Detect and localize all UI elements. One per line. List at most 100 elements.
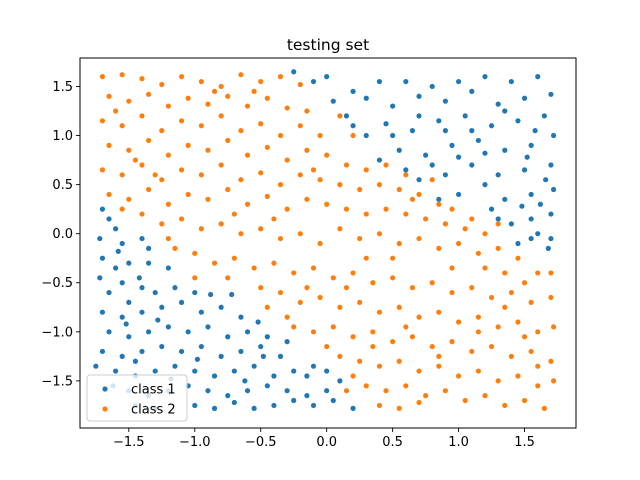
series-2-point [146,137,152,144]
series-2-point [469,216,475,222]
series-2-point [178,118,185,124]
series-1-point [255,319,261,325]
series-1-point [165,324,171,330]
series-1-point [99,309,106,315]
series-1-point [192,402,198,409]
series-1-point [423,152,429,158]
series-1-point [350,88,356,94]
series-1-point [126,334,132,340]
series-2-point [416,399,422,406]
series-2-point [238,177,244,183]
series-1-point [218,353,224,359]
series-2-point [159,221,165,227]
series-2-point [284,157,290,163]
series-2-point [192,250,198,256]
series-1-point [198,343,204,350]
series-2-point [396,240,402,247]
series-1-point [194,356,200,362]
x-tick-label: −1.5 [113,435,145,450]
series-2-point [99,74,106,80]
series-1-point [152,289,158,296]
series-1-point [132,358,138,364]
y-tick-label: −1.0 [41,325,73,340]
y-tick-label: 0.0 [52,227,73,242]
series-1-point [343,113,350,119]
series-1-point [330,98,336,104]
series-2-point [205,196,211,202]
series-1-point [264,334,270,340]
series-1-point [462,113,468,119]
series-2-point [244,103,251,109]
series-1-point [521,95,528,101]
series-1-point [178,348,185,355]
series-2-point [376,231,383,237]
legend-label: class 1 [131,383,176,398]
series-2-point [330,275,336,281]
series-2-point [390,275,396,281]
series-2-point [488,343,495,350]
series-2-point [126,196,132,202]
series-1-point [350,405,356,411]
series-2-point [258,226,264,232]
series-2-point [258,285,264,291]
series-1-point [192,368,198,374]
series-2-point [363,383,369,389]
series-2-point [126,147,132,153]
series-2-point [456,240,462,247]
series-2-point [185,191,191,198]
series-2-point [535,270,541,276]
series-1-point [528,216,534,222]
series-2-point [528,348,534,355]
series-2-point [416,314,422,320]
series-1-point [97,235,103,242]
series-2-point [548,270,554,276]
series-2-point [258,121,264,127]
series-2-point [264,193,270,199]
series-1-point [229,291,235,298]
series-2-point [106,142,112,148]
series-1-point [495,172,501,178]
series-2-point [271,260,277,266]
x-tick-label: 0.0 [316,435,337,450]
series-1-point [238,314,244,320]
series-2-point [172,245,178,251]
series-2-point [350,270,356,276]
series-2-point [317,132,323,139]
series-2-point [495,221,501,227]
series-1-point [146,329,152,335]
series-1-point [139,285,145,291]
series-1-point [535,74,541,80]
series-2-point [225,275,231,281]
series-1-point [192,289,198,296]
series-2-point [264,304,270,310]
series-1-point [482,74,488,80]
series-2-point [165,103,171,109]
series-1-point [172,363,178,369]
series-1-point [548,235,554,242]
series-1-point [532,128,538,134]
series-2-point [350,373,356,379]
series-2-point [396,405,402,411]
series-1-point [291,69,297,75]
series-2-point [383,206,389,212]
series-2-point [436,309,442,315]
series-2-point [277,289,284,296]
series-1-point [310,363,317,369]
legend-marker [102,386,108,392]
series-2-point [390,339,396,345]
series-2-point [515,255,521,261]
series-1-point [456,191,462,198]
series-2-point [462,397,468,404]
series-1-point [429,162,435,168]
series-2-point [416,235,422,242]
series-2-point [521,280,528,286]
series-1-point [146,245,152,251]
series-2-point [119,72,125,78]
series-1-point [442,172,448,178]
series-1-point [139,348,145,355]
series-1-point [244,329,251,335]
series-2-point [442,388,448,394]
legend-box [86,374,188,422]
series-2-point [357,235,363,242]
series-1-point [115,248,121,254]
